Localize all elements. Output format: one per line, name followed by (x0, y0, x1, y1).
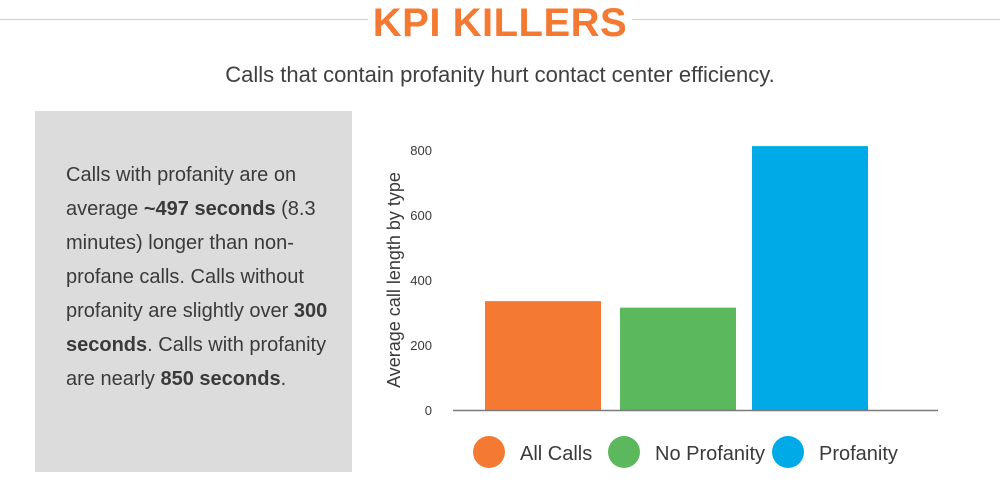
bar-profanity (752, 146, 868, 410)
y-axis-label: Average call length by type (384, 172, 404, 388)
panel-highlight: ~497 seconds (143, 198, 276, 220)
y-tick-label: 800 (410, 143, 432, 158)
y-tick-label: 600 (410, 208, 432, 223)
panel-text-segment: . Calls with profanity are nearly (66, 334, 327, 390)
panel-text-segment: (8.3 minutes) longer than non-profane ca… (66, 198, 316, 322)
page-title: KPI KILLERS (372, 1, 628, 45)
title-rule-right (632, 19, 1000, 20)
title-rule-left (0, 19, 368, 20)
bar-no-profanity (620, 307, 736, 410)
panel-highlight: 850 seconds (160, 368, 281, 390)
legend-swatch (608, 436, 640, 468)
panel-highlight: 300 seconds (66, 300, 328, 356)
info-panel: Calls with profanity are on average ~497… (35, 111, 352, 472)
legend-label: All Calls (520, 443, 592, 465)
legend-swatch (772, 436, 804, 468)
info-panel-text: Calls with profanity are on average ~497… (66, 158, 346, 396)
bar-all-calls (485, 301, 601, 410)
bar-chart: 0 200 400 600 800 Average call length by type… (384, 143, 938, 468)
y-tick-label: 400 (410, 273, 432, 288)
y-tick-label: 0 (425, 403, 432, 418)
legend-label: Profanity (819, 443, 898, 465)
panel-text-segment: Calls with profanity are on average (66, 164, 297, 220)
legend-label: No Profanity (655, 443, 765, 465)
panel-text-segment: . (280, 368, 287, 390)
y-tick-label: 200 (410, 338, 432, 353)
legend-swatch (473, 436, 505, 468)
page-subtitle: Calls that contain profanity hurt contac… (225, 62, 775, 87)
